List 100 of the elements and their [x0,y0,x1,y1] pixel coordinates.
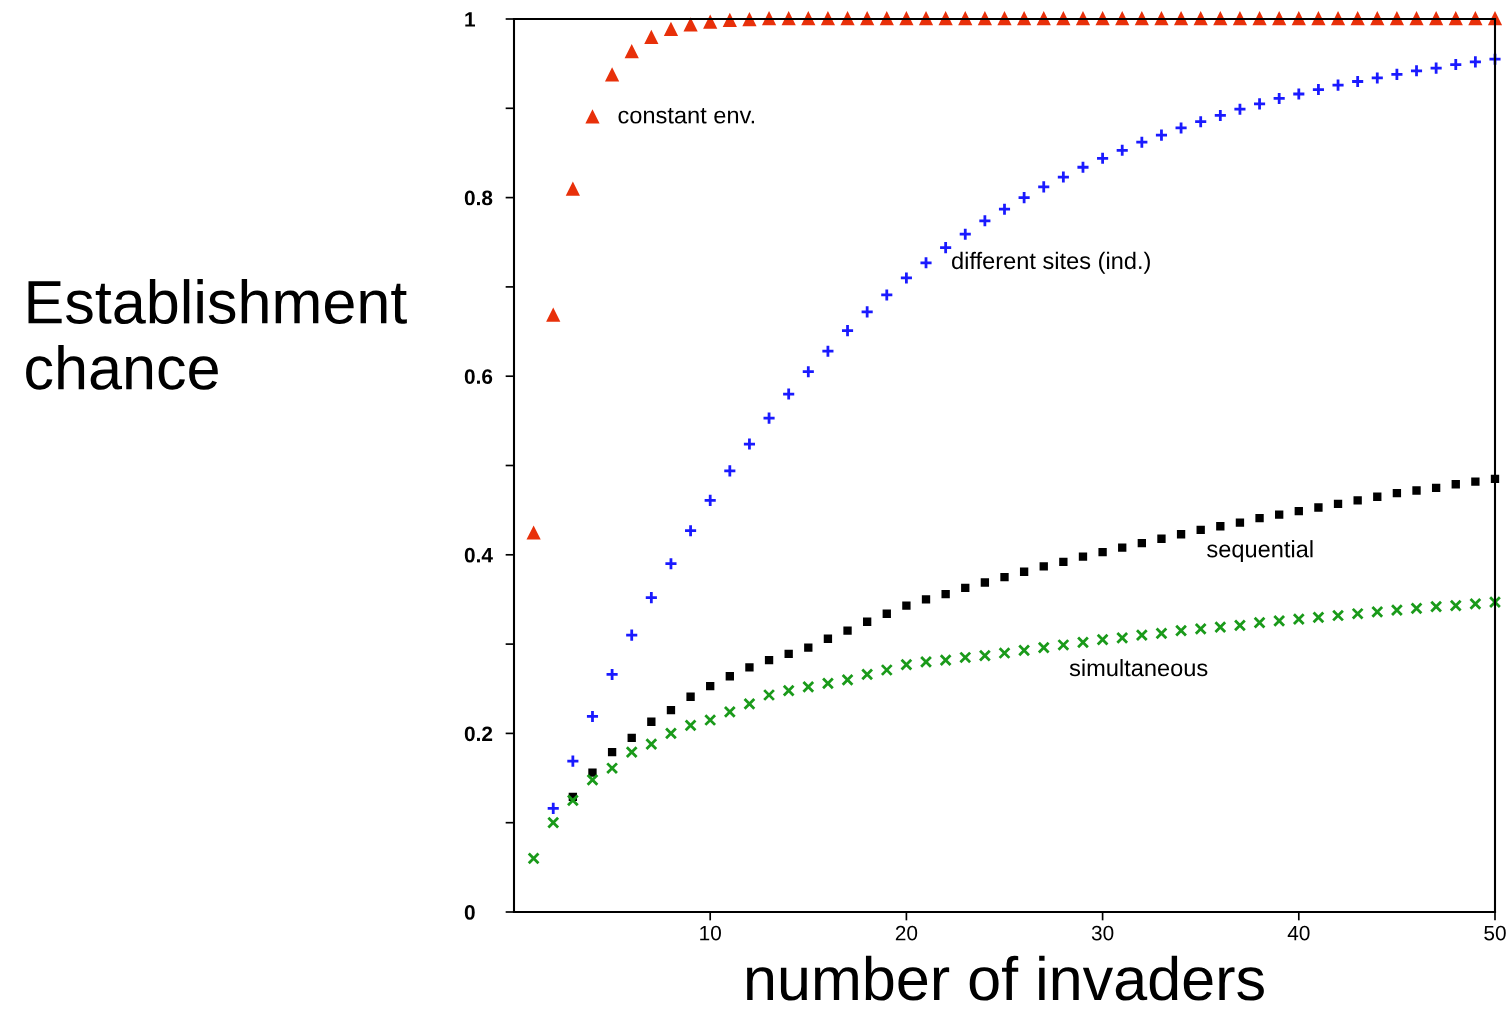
point [725,672,734,681]
point [879,287,894,302]
point [977,213,992,228]
point [1174,12,1188,26]
point [703,16,717,29]
point [625,745,638,759]
point [1017,12,1031,26]
point [978,12,992,26]
point [1019,567,1029,576]
point [1390,603,1404,617]
point [1272,614,1286,628]
point [703,493,718,508]
point [605,69,619,82]
point [998,12,1011,26]
point [1292,612,1306,626]
point [1017,190,1032,205]
point [1037,12,1050,26]
point [860,304,875,319]
point [900,658,913,671]
point [627,733,636,743]
point [1115,12,1129,26]
point [919,655,933,669]
point [880,663,894,677]
point [762,411,777,426]
point [941,589,950,599]
point [762,12,776,26]
point [706,681,715,691]
point [1331,609,1345,622]
point [1057,638,1070,652]
point [585,709,600,724]
point [1095,151,1110,166]
point [1312,611,1325,624]
point [743,697,756,711]
point [939,653,952,667]
point [820,344,835,359]
point [1449,599,1463,612]
series-label: sequential [1207,540,1313,563]
x-tick-label: 10 [700,925,721,941]
point [1488,595,1502,609]
point [998,646,1011,660]
point [1213,108,1228,123]
point [1017,644,1031,657]
point [1036,179,1051,194]
point [1176,530,1186,539]
point [1078,552,1088,561]
series-label: constant env. [618,108,755,124]
point [1410,602,1423,615]
point [1135,628,1149,642]
point [860,668,874,681]
point [1196,525,1205,534]
point [939,12,952,26]
point [980,578,990,587]
point [1429,600,1443,613]
point [1448,57,1463,72]
point [821,677,835,690]
point [997,202,1012,217]
point [1429,12,1443,26]
series-label: simultaneous [1069,658,1208,677]
point [745,663,754,672]
point [1331,12,1345,26]
point [645,737,658,751]
point [880,12,894,26]
x-tick-label: 40 [1287,925,1310,941]
point [1410,12,1423,26]
point [1194,12,1207,26]
x-tick-label: 50 [1484,925,1506,941]
point [1350,74,1365,89]
x-axis-title: number of invaders [747,955,1264,1001]
point [1371,605,1384,619]
point [1252,96,1267,111]
point [1155,627,1168,640]
point [1333,499,1343,509]
point [1272,12,1286,26]
point [1155,12,1168,26]
point [804,643,813,652]
point [1194,622,1207,636]
point [1233,619,1247,632]
point [1312,12,1325,26]
point [841,673,854,687]
point [1098,547,1107,557]
point [801,364,816,379]
point [1373,492,1382,501]
point [1469,597,1482,611]
point [1253,12,1266,26]
point [882,609,891,618]
point [784,649,793,659]
point [1057,12,1070,26]
point [1137,539,1147,548]
point [588,768,597,777]
point [722,463,737,478]
x-tick-label: 20 [895,925,918,941]
point [1351,12,1364,26]
point [644,590,659,605]
point [1118,543,1127,552]
point [1233,12,1247,26]
y-tick-label: 0 [464,905,475,920]
point [938,240,953,255]
point [527,852,540,865]
point [566,183,580,196]
point [546,801,561,816]
